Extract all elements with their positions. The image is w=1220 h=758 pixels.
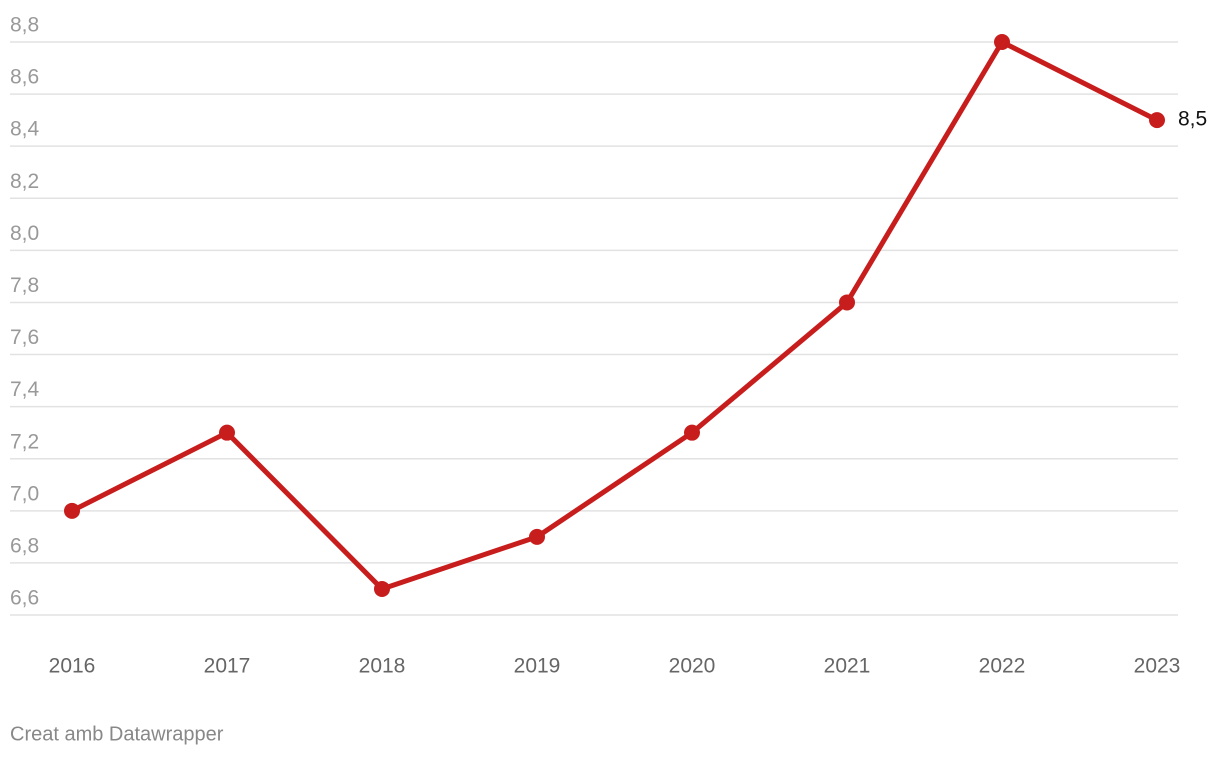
x-tick-label: 2019 <box>514 655 561 678</box>
x-tick-label: 2021 <box>824 655 871 678</box>
line <box>70 39 1159 592</box>
point <box>219 424 235 441</box>
point <box>64 502 80 519</box>
y-tick-label: 8,8 <box>10 14 39 37</box>
y-tick-label: 8,4 <box>10 118 40 141</box>
x-tick-label: 2022 <box>979 655 1026 678</box>
x-tick-label: 2020 <box>669 655 716 678</box>
y-tick-label: 7,0 <box>10 482 39 505</box>
y-tick-label: 6,6 <box>10 587 39 610</box>
point <box>994 34 1010 50</box>
y-tick-label: 7,2 <box>10 430 39 453</box>
value-label: 8,5 <box>1178 108 1207 131</box>
point <box>839 294 855 311</box>
y-tick-label: 8,2 <box>10 170 39 193</box>
y-tick-label: 7,8 <box>10 274 39 297</box>
y-tick-label: 8,6 <box>10 66 39 89</box>
y-tick-label: 8,0 <box>10 222 39 245</box>
y-tick-label: 7,4 <box>10 378 40 401</box>
x-tick-label: 2017 <box>204 655 251 678</box>
point <box>1149 112 1165 129</box>
credit: Creat amb Datawrapper <box>10 723 224 745</box>
point <box>684 424 700 441</box>
point <box>374 580 390 597</box>
y-tick-label: 7,6 <box>10 326 39 349</box>
point <box>529 528 545 545</box>
x-tick-label: 2023 <box>1134 655 1181 678</box>
x-tick-label: 2018 <box>359 655 406 678</box>
x-tick-label: 2016 <box>49 655 96 678</box>
y-tick-label: 6,8 <box>10 534 39 557</box>
